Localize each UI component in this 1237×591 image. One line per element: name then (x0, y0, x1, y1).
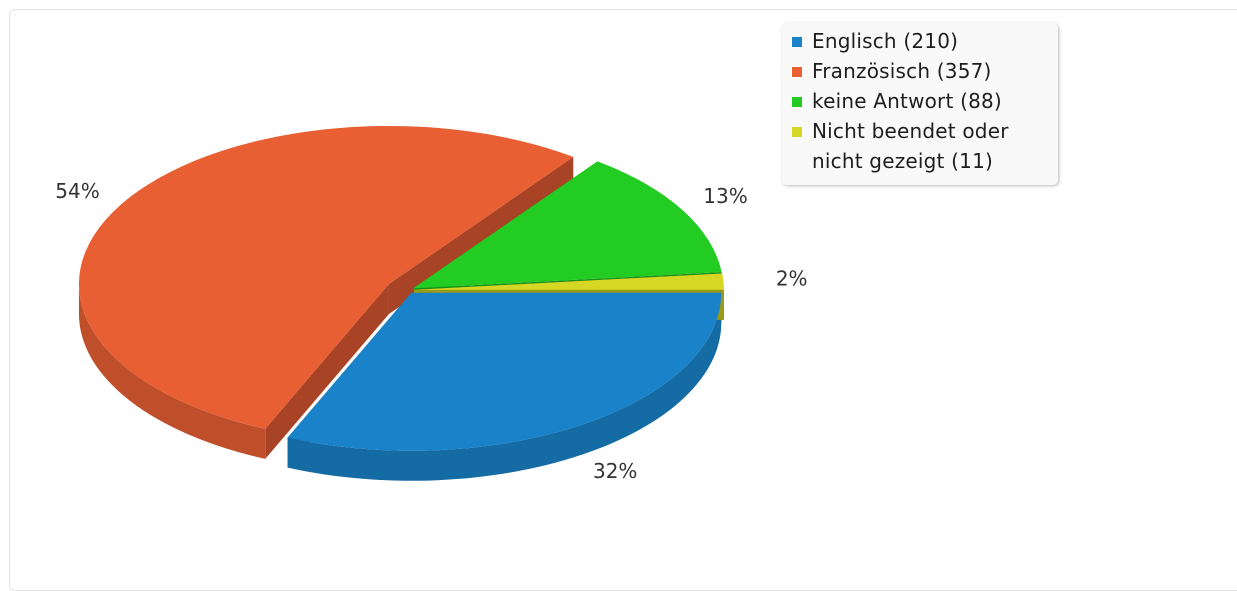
legend-label: Englisch (210) (812, 29, 959, 53)
legend: Englisch (210) Französisch (357) keine A… (782, 23, 1058, 185)
legend-label: Französisch (357) (812, 59, 992, 83)
pie-slice-side (78, 283, 266, 459)
pie-slice-keine-antwort[interactable] (413, 161, 722, 289)
legend-swatch-keine-antwort (792, 97, 802, 107)
pie-slice-nicht-beendet[interactable] (413, 273, 724, 290)
legend-item: Französisch (357) (782, 56, 1058, 86)
pie-percent-label: 13% (703, 184, 747, 208)
legend-swatch-nicht-beendet (792, 127, 802, 137)
pie-slice-wall (265, 283, 389, 459)
legend-item: Nicht beendet oder nicht gezeigt (11) (782, 116, 1058, 176)
legend-item: Englisch (210) (782, 23, 1058, 56)
legend-swatch-englisch (792, 37, 802, 47)
pie-slice-englisch[interactable] (287, 292, 722, 451)
pie-tops (78, 125, 724, 451)
legend-item: keine Antwort (88) (782, 86, 1058, 116)
pie-percent-label: 32% (593, 459, 637, 483)
pie-slice-franzoesisch[interactable] (78, 125, 574, 429)
pie-percent-label: 2% (776, 266, 808, 290)
pie-labels: 32% 54% 13% 2% (55, 179, 807, 483)
legend-swatch-franzoesisch (792, 67, 802, 77)
legend-label: keine Antwort (88) (812, 89, 1002, 113)
pie-percent-label: 54% (55, 179, 99, 203)
legend-label: Nicht beendet oder nicht gezeigt (11) (812, 119, 1009, 173)
pie-chart: 32% 54% 13% 2% (55, 125, 808, 483)
pie-slice-side (287, 292, 722, 481)
